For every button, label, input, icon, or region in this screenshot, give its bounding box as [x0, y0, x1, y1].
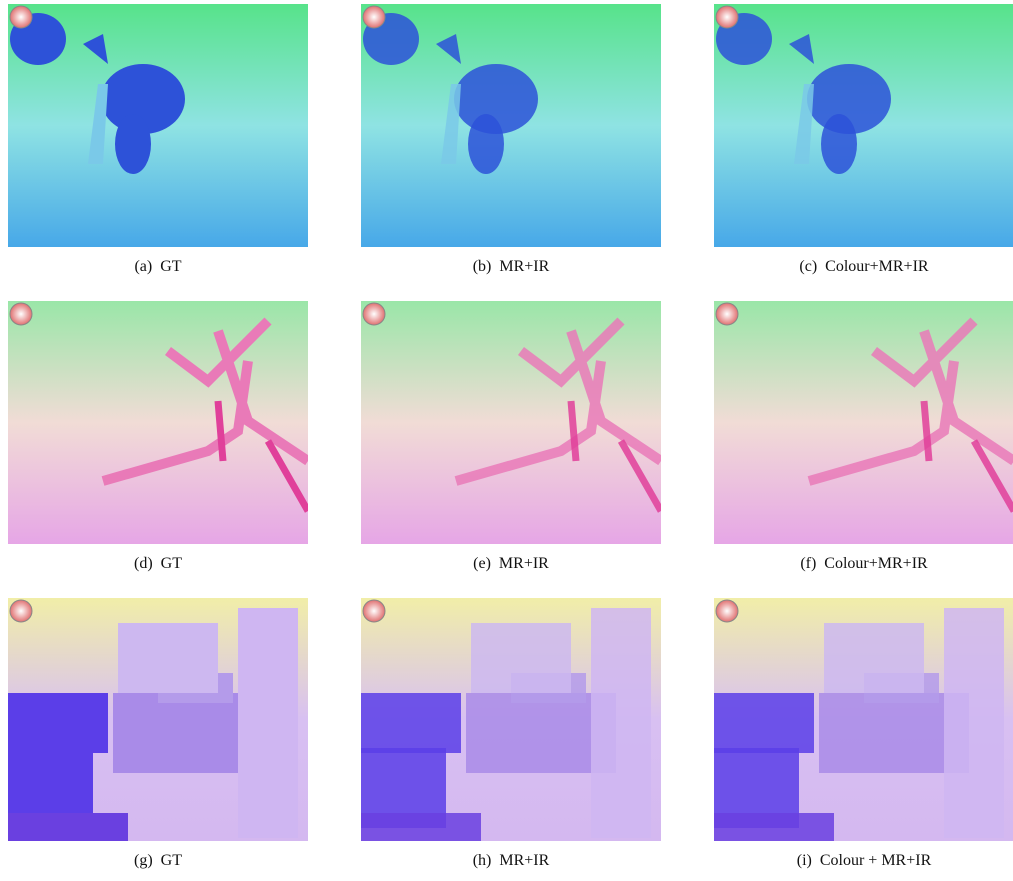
caption: (c) Colour+MR+IR [714, 258, 1013, 276]
flow-image [8, 598, 308, 841]
caption: (b) MR+IR [361, 258, 661, 276]
flow-image [361, 4, 661, 247]
flow-image [361, 301, 661, 544]
flow-image [8, 301, 308, 544]
flow-image [714, 301, 1013, 544]
caption: (h) MR+IR [361, 852, 661, 870]
flow-image [361, 598, 661, 841]
caption: (f) Colour+MR+IR [714, 555, 1013, 573]
caption: (a) GT [8, 258, 308, 276]
caption: (d) GT [8, 555, 308, 573]
flow-image [714, 4, 1013, 247]
caption: (e) MR+IR [361, 555, 661, 573]
figure: (a) GT (b) MR+IR (c) Colour+MR+IR (d) GT… [0, 0, 1013, 881]
flow-image [714, 598, 1013, 841]
caption: (g) GT [8, 852, 308, 870]
flow-image [8, 4, 308, 247]
caption: (i) Colour + MR+IR [714, 852, 1013, 870]
